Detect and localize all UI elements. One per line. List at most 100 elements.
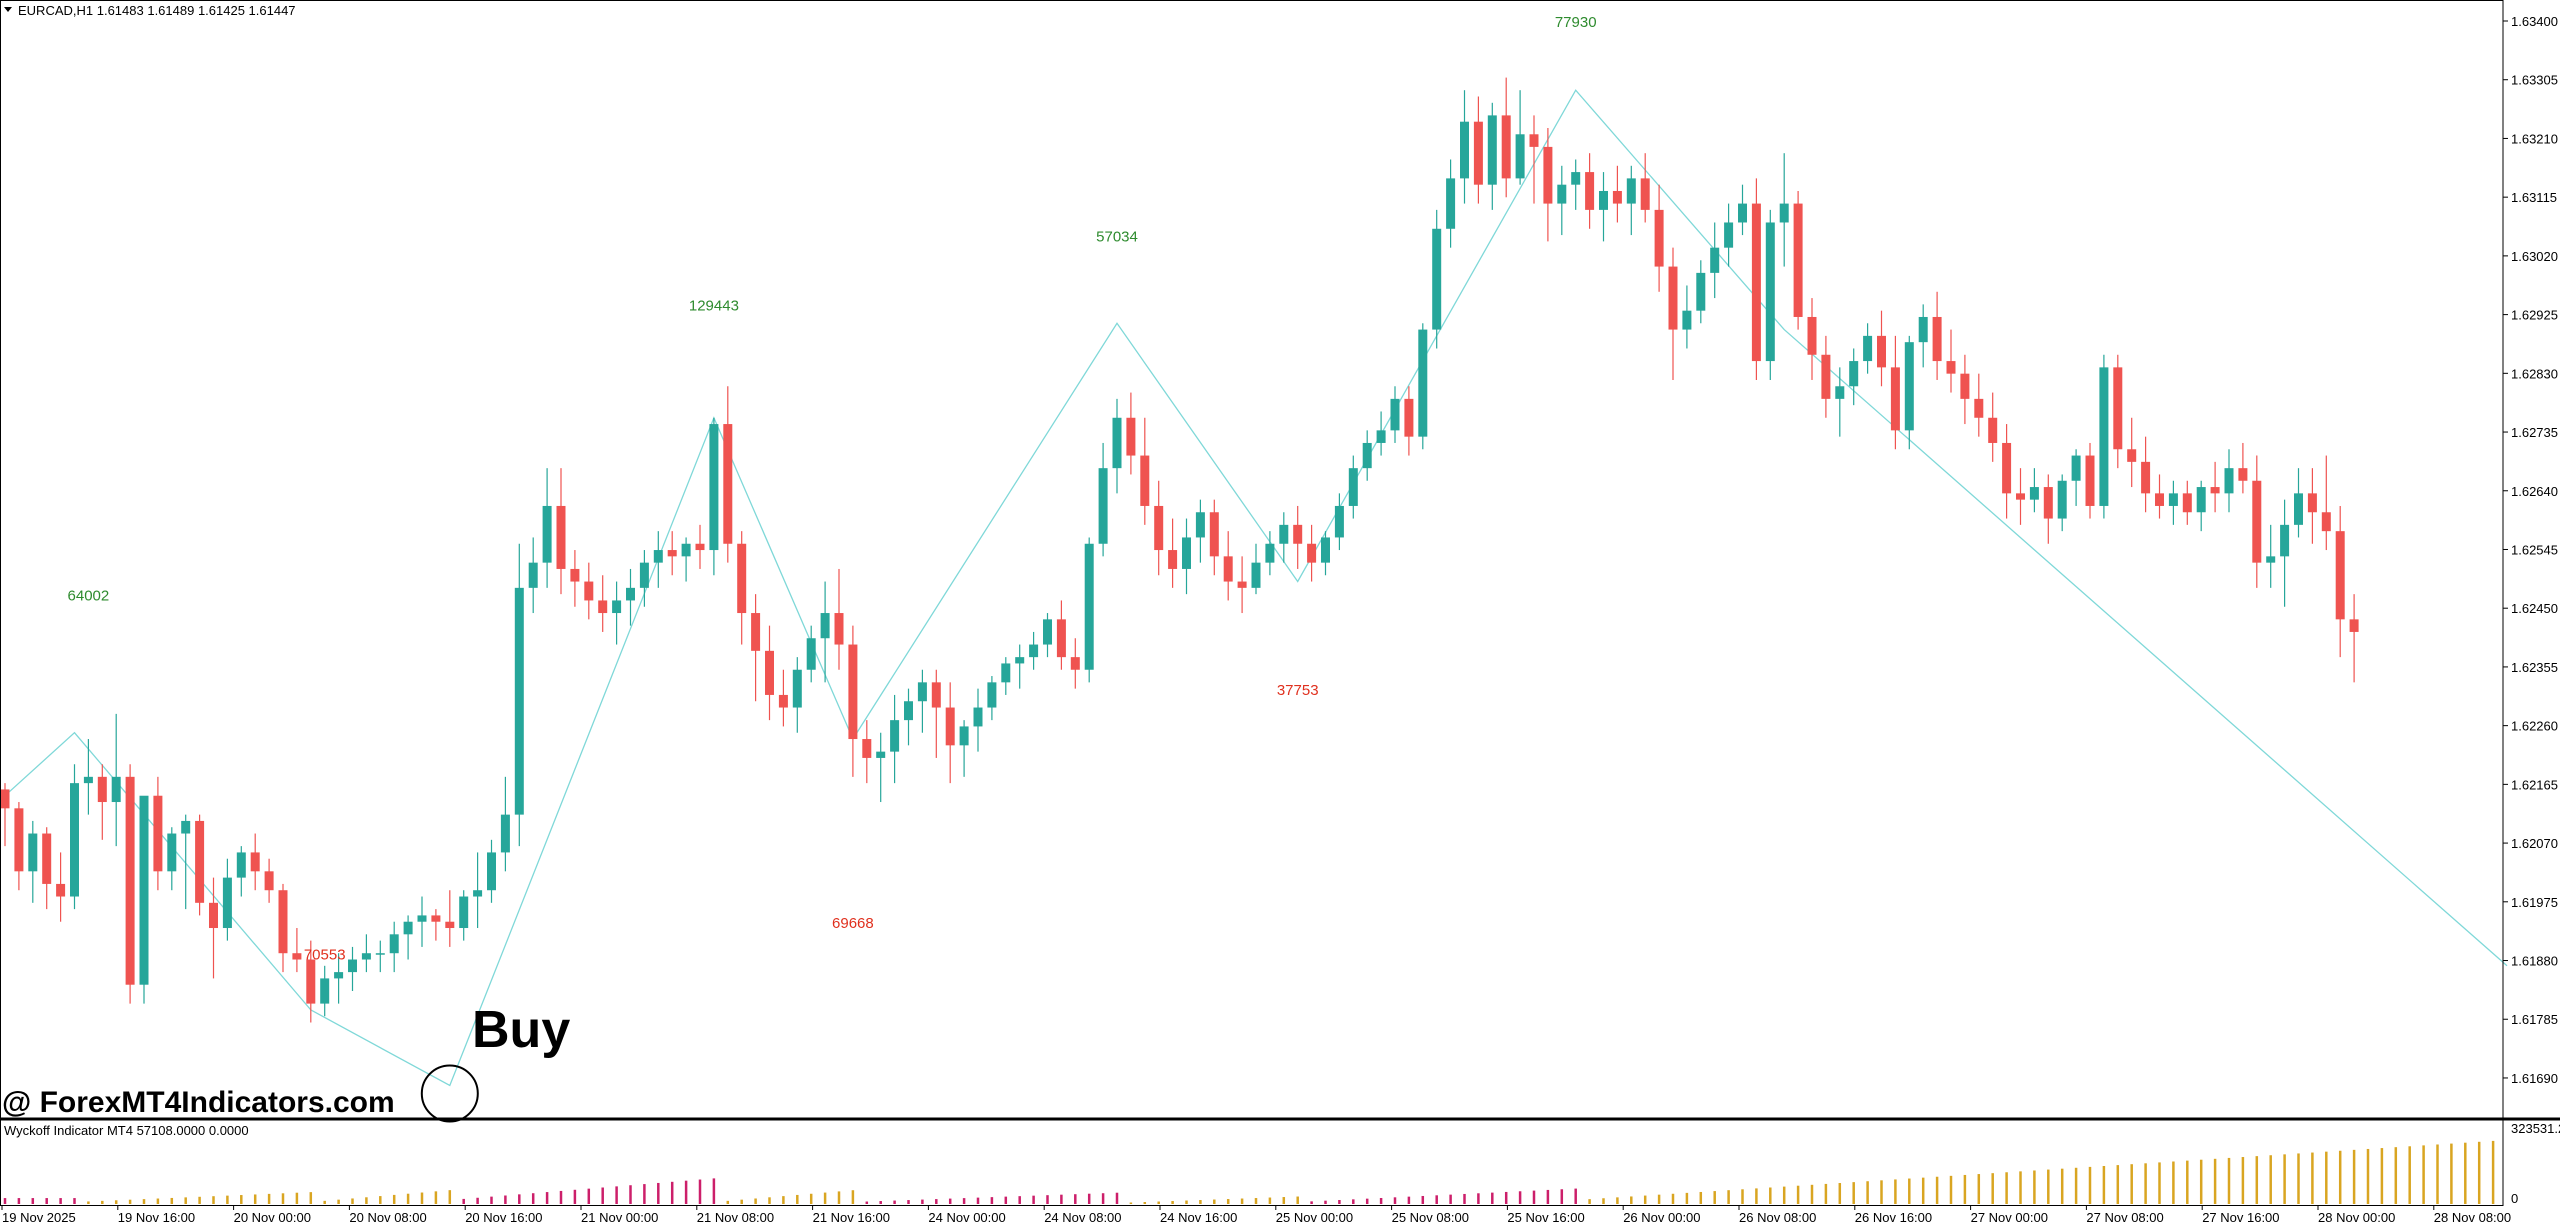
candle-body [2182,493,2192,513]
candle-body [737,543,747,614]
price-tick-label: 1.62925 [2511,308,2558,323]
candle-body [1001,663,1011,683]
candle-body [278,890,288,954]
time-tick-label: 21 Nov 08:00 [697,1210,774,1225]
candle-body [250,852,260,872]
candle-body [431,915,441,922]
candle-body [2321,512,2331,532]
candle-body [1029,644,1039,658]
candle-body [1446,178,1456,229]
time-tick-label: 28 Nov 08:00 [2434,1210,2511,1225]
candle-body [2210,487,2220,494]
candle-body [598,600,608,614]
candle-body [334,972,344,979]
candle-body [222,877,232,929]
candle-body [487,852,496,891]
candle-body [1738,203,1747,223]
candle-body [2335,531,2345,620]
time-tick-label: 21 Nov 16:00 [813,1210,890,1225]
price-tick-label: 1.62830 [2511,366,2558,381]
candle-body [1404,398,1414,437]
candle-body [348,959,357,973]
candle-body [1904,342,1914,431]
main-plot-frame [0,0,2504,1119]
candle-body [1793,203,1803,317]
price-tick-label: 1.62735 [2511,425,2558,440]
candles-layer [0,77,2359,1023]
time-tick-label: 26 Nov 16:00 [1855,1210,1932,1225]
price-tick-label: 1.63400 [2511,14,2558,29]
candle-body [1877,335,1886,368]
candle-body [2099,367,2109,506]
candle-body [459,896,469,929]
candle-body [1418,329,1428,437]
time-tick-label: 25 Nov 08:00 [1392,1210,1469,1225]
candle-body [1543,146,1553,204]
indicator-plot-frame [0,1119,2504,1206]
price-tick-label: 1.62165 [2511,777,2558,792]
candle-body [2280,524,2290,557]
candle-body [1154,505,1164,551]
candle-body [1946,361,1956,374]
candle-body [1835,386,1845,399]
candle-body [778,694,788,708]
time-tick-label: 27 Nov 08:00 [2086,1210,2163,1225]
candle-body [167,833,177,872]
time-tick-label: 27 Nov 00:00 [1971,1210,2048,1225]
candle-body [361,953,371,960]
candle-body [1821,354,1831,399]
candle-body [1612,190,1622,204]
candle-body [1112,417,1122,469]
price-tick-label: 1.63020 [2511,249,2558,264]
candle-body [1863,335,1873,362]
candle-body [1182,537,1191,569]
price-tick-label: 1.63115 [2511,190,2557,205]
candle-body [681,543,691,557]
candle-body [848,644,858,740]
indicator-tick-label: 0 [2511,1191,2518,1206]
candle-body [1515,134,1525,179]
candle-body [2168,493,2178,506]
candle-body [2085,455,2095,506]
candle-body [2057,480,2067,519]
candle-body [1251,562,1261,588]
candle-body [1710,247,1720,273]
candle-body [1779,203,1789,223]
symbol-dropdown-icon[interactable] [4,7,12,12]
wave-volume-label: 57034 [1096,228,1138,245]
wave-labels-layer: 64002 70553 129443 69668 57034 37753 77930 [68,14,1597,963]
indicator-info: Wyckoff Indicator MT4 57108.0000 0.0000 [4,1123,249,1138]
candle-body [862,739,872,758]
candle-body [723,424,733,544]
candle-body [1724,222,1734,248]
candle-body [97,776,107,803]
candle-body [2043,487,2053,519]
wave-volume-label: 69668 [832,915,874,932]
price-tick-label: 1.62640 [2511,484,2558,499]
candle-body [2349,619,2359,632]
candle-body [2266,556,2276,563]
candle-body [264,871,274,891]
volume-histogram [3,1140,2495,1204]
candle-body [236,852,246,878]
candle-body [1098,468,1108,544]
candle-body [792,669,802,708]
candle-body [1751,203,1761,362]
candle-body [1293,524,1303,544]
candle-body [1807,316,1817,355]
indicator-header: Wyckoff Indicator MT4 57108.0000 0.0000 [4,1123,249,1138]
candle-body [765,650,774,695]
candle-body [1390,398,1400,431]
indicator-tick-label: 323531.2 [2511,1121,2560,1136]
time-tick-label: 26 Nov 00:00 [1623,1210,1700,1225]
candle-body [1223,556,1233,582]
candle-body [125,776,135,985]
candle-body [1988,417,1998,443]
candle-body [1501,115,1511,179]
candle-body [0,789,10,809]
candle-body [973,707,983,727]
candle-body [890,720,900,752]
candle-body [695,543,705,551]
candle-body [1334,505,1344,538]
